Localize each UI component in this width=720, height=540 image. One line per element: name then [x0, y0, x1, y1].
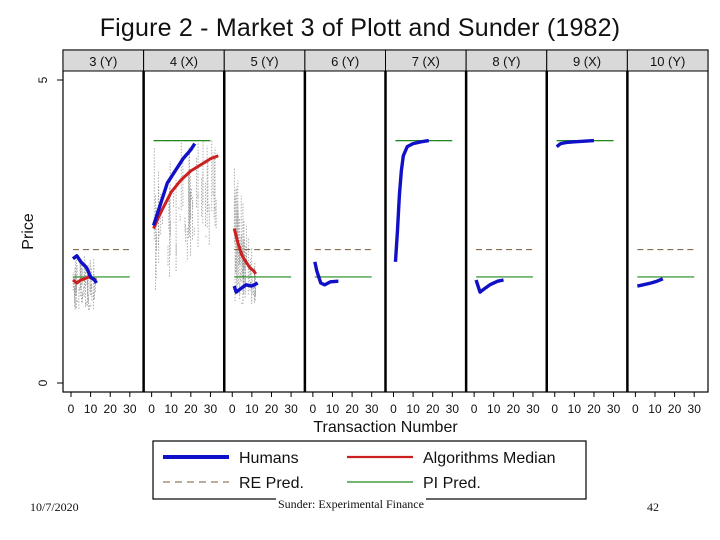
- x-tick-label: 30: [365, 402, 379, 416]
- legend-label: RE Pred.: [239, 475, 304, 492]
- x-tick-label: 30: [204, 402, 218, 416]
- x-tick-label: 10: [245, 402, 259, 416]
- panel-4: 6 (Y) 0 10 20 30: [303, 49, 386, 416]
- x-axis-label: Transaction Number: [313, 419, 458, 436]
- humans-series: [151, 142, 197, 226]
- x-tick-label: 30: [446, 402, 460, 416]
- x-tick-label: 0: [632, 402, 639, 416]
- panel-5: 7 (X) 0 10 20 30: [384, 49, 467, 416]
- humans-series: [636, 277, 664, 288]
- x-tick-label: 30: [526, 402, 540, 416]
- x-tick-label: 20: [345, 402, 359, 416]
- panel-3: 5 (Y) 0 10 20 30: [223, 49, 306, 416]
- x-tick-label: 30: [607, 402, 621, 416]
- x-tick-label: 10: [648, 402, 662, 416]
- panel-label: 6 (Y): [331, 54, 359, 69]
- panel-7: 9 (X) 0 10 20 30: [545, 49, 628, 416]
- slide-page-number: 42: [647, 500, 659, 514]
- legend: Humans Algorithms Median RE Pred. PI Pred.: [152, 440, 587, 500]
- panel-6: 8 (Y) 0 10 20 30: [464, 49, 548, 416]
- x-tick-label: 20: [587, 402, 601, 416]
- humans-series: [71, 254, 98, 284]
- x-tick-label: 10: [406, 402, 420, 416]
- x-tick-label: 0: [471, 402, 478, 416]
- slide-footer: Sunder: Experimental Finance: [276, 497, 426, 512]
- x-tick-label: 0: [148, 402, 155, 416]
- legend-label: Humans: [239, 450, 299, 467]
- legend-label: PI Pred.: [423, 475, 481, 492]
- slide-date: 10/7/2020: [30, 500, 79, 514]
- x-tick-label: 20: [184, 402, 198, 416]
- x-tick-label: 30: [688, 402, 702, 416]
- panel-label: 7 (X): [412, 54, 440, 69]
- x-tick-label: 0: [229, 402, 236, 416]
- x-tick-label: 20: [426, 402, 440, 416]
- x-tick-label: 10: [487, 402, 501, 416]
- panel-label: 9 (X): [573, 54, 601, 69]
- x-tick-label: 10: [165, 402, 179, 416]
- panel-label: 3 (Y): [89, 54, 117, 69]
- panel-label: 5 (Y): [250, 54, 278, 69]
- panel-2: 4 (X) 0 10 20 30: [142, 49, 225, 416]
- x-tick-label: 10: [84, 402, 98, 416]
- x-tick-label: 20: [507, 402, 521, 416]
- legend-box: [152, 440, 587, 500]
- humans-series: [313, 261, 339, 287]
- panel-1: 3 (Y) 0 10 20 30: [62, 49, 145, 416]
- x-tick-label: 10: [568, 402, 582, 416]
- x-tick-label: 10: [326, 402, 340, 416]
- algorithms-series: [152, 154, 219, 230]
- panel-label: 4 (X): [170, 54, 198, 69]
- x-tick-label: 0: [551, 402, 558, 416]
- legend-label: Algorithms Median: [423, 450, 556, 467]
- x-tick-label: 20: [668, 402, 682, 416]
- x-tick-label: 0: [68, 402, 75, 416]
- panel-strip: [626, 49, 709, 72]
- x-tick-label: 0: [310, 402, 317, 416]
- humans-series: [232, 281, 259, 294]
- panel-label: 10 (Y): [650, 54, 685, 69]
- humans-series: [393, 138, 430, 262]
- x-tick-label: 0: [390, 402, 397, 416]
- chart-title: Figure 2 - Market 3 of Plott and Sunder …: [99, 14, 621, 42]
- panel-8: 10 (Y) 0 10 20 30: [626, 49, 709, 416]
- algorithms-series: [232, 228, 258, 275]
- x-tick-label: 30: [123, 402, 137, 416]
- y-tick-label: 5: [36, 76, 50, 83]
- x-tick-label: 20: [265, 402, 279, 416]
- humans-series: [474, 278, 504, 294]
- y-axis-label: Price: [20, 213, 37, 250]
- panel-label: 8 (Y): [492, 54, 520, 69]
- x-tick-label: 30: [284, 402, 298, 416]
- humans-series: [555, 138, 595, 149]
- x-tick-label: 20: [104, 402, 118, 416]
- y-tick-label: 0: [36, 379, 50, 386]
